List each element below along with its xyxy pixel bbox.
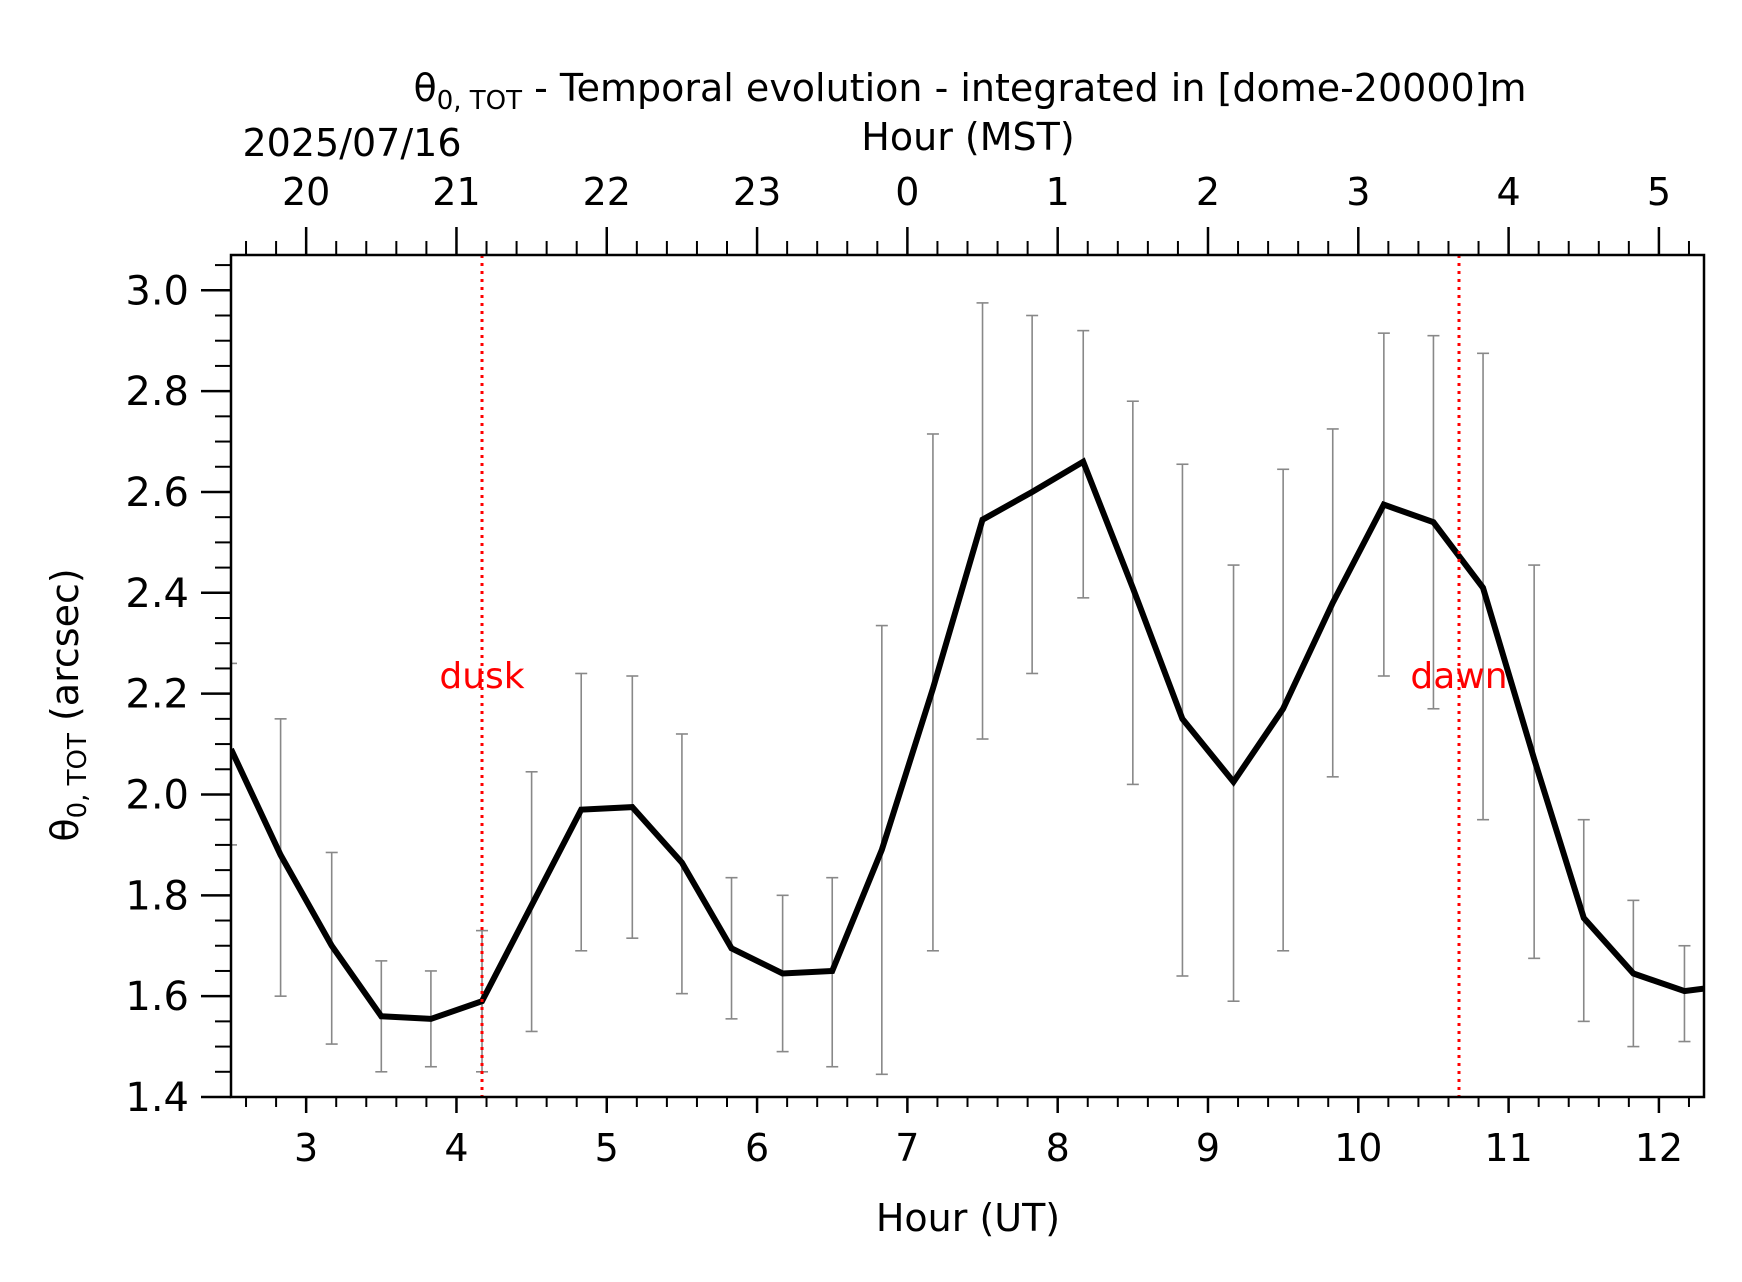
- x-tick-label: 8: [1046, 1126, 1070, 1170]
- x-tick-label: 12: [1635, 1126, 1683, 1170]
- x-tick-label: 6: [745, 1126, 769, 1170]
- y-tick-label: 2.6: [125, 470, 189, 516]
- top-tick-label: 21: [432, 170, 480, 214]
- y-axis-label: θ0, TOT (arcsec): [43, 568, 93, 841]
- chart-title: θ0, TOT - Temporal evolution - integrate…: [413, 66, 1526, 116]
- y-tick-label: 3.0: [125, 268, 189, 314]
- x-tick-label: 7: [895, 1126, 919, 1170]
- title-symbol: θ: [413, 66, 436, 110]
- x-tick-label: 9: [1196, 1126, 1220, 1170]
- y-tick-label: 2.2: [125, 672, 189, 718]
- y-tick-label: 2.8: [125, 369, 189, 415]
- ylabel-symbol: θ: [43, 818, 87, 841]
- top-axis-label: Hour (MST): [861, 115, 1074, 159]
- x-tick-label: 4: [444, 1126, 468, 1170]
- y-tick-label: 1.6: [125, 974, 189, 1020]
- y-tick-label: 2.0: [125, 772, 189, 818]
- top-tick-label: 3: [1346, 170, 1370, 214]
- x-tick-label: 11: [1484, 1126, 1532, 1170]
- dawn-label: dawn: [1410, 656, 1507, 697]
- ylabel-subscript: 0, TOT: [63, 733, 93, 818]
- top-tick-label: 2: [1196, 170, 1220, 214]
- top-tick-label: 23: [733, 170, 781, 214]
- x-tick-label: 3: [294, 1126, 318, 1170]
- y-tick-label: 1.8: [125, 873, 189, 919]
- y-tick-label: 2.4: [125, 571, 189, 617]
- x-axis-label: Hour (UT): [876, 1196, 1060, 1240]
- date-label: 2025/07/16: [242, 121, 461, 165]
- top-tick-label: 0: [895, 170, 919, 214]
- ylabel-text: (arcsec): [43, 568, 87, 733]
- top-tick-label: 1: [1046, 170, 1070, 214]
- x-tick-label: 10: [1334, 1126, 1382, 1170]
- y-tick-label: 1.4: [125, 1075, 189, 1121]
- top-tick-label: 4: [1497, 170, 1521, 214]
- x-tick-label: 5: [595, 1126, 619, 1170]
- top-tick-label: 20: [282, 170, 330, 214]
- top-tick-label: 5: [1647, 170, 1671, 214]
- title-text: - Temporal evolution - integrated in [do…: [522, 66, 1527, 110]
- title-subscript: 0, TOT: [437, 86, 522, 116]
- dusk-label: dusk: [439, 656, 524, 697]
- top-tick-label: 22: [583, 170, 631, 214]
